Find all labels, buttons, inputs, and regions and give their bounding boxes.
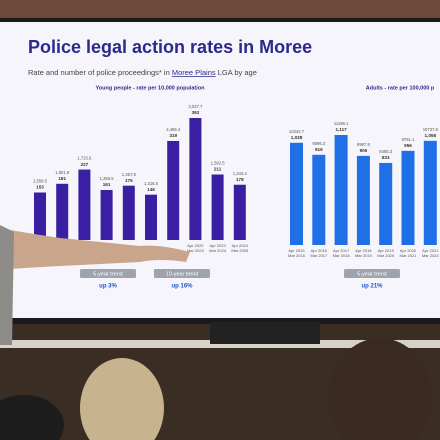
x-tick-label: Mar 2023 — [187, 248, 205, 253]
x-tick-label: Mar 2025 — [231, 248, 249, 253]
bar — [100, 190, 113, 240]
x-tick-label: Mar 2024 — [209, 248, 227, 253]
rate-label: 10737.8 — [423, 127, 439, 132]
bar — [122, 185, 135, 240]
count-label: 153 — [36, 185, 44, 190]
rate-label: 1,558.5 — [33, 179, 48, 184]
rate-label: 10242.7 — [289, 129, 305, 134]
x-tick-label: Apr 2018 — [355, 248, 372, 253]
count-label: 905 — [360, 148, 368, 153]
rate-label: 1,316.5 — [144, 181, 159, 186]
count-label: 1,058 — [425, 133, 437, 138]
x-tick-label: Apr 2019 — [378, 248, 395, 253]
subtitle: Rate and number of police proceedings* i… — [28, 68, 257, 77]
subtitle-text: LGA by age — [216, 68, 257, 77]
count-label: 178 — [236, 177, 244, 182]
bar — [401, 150, 415, 245]
charts: Young people - rate per 10,000 populatio… — [33, 85, 440, 289]
x-tick-label: Apr 2017 — [333, 248, 350, 253]
count-label: 146 — [147, 187, 155, 192]
count-label: 175 — [125, 178, 133, 183]
trend-label: 5-year trend — [357, 271, 387, 277]
bar — [356, 155, 370, 245]
count-label: 181 — [58, 176, 66, 181]
bar — [56, 183, 69, 240]
rate-label: 8485.3 — [379, 149, 392, 154]
rate-label: 11199.1 — [334, 121, 349, 126]
bar — [312, 154, 326, 245]
chart-title: Young people - rate per 10,000 populatio… — [96, 85, 206, 91]
audience-head — [0, 395, 64, 440]
count-label: 319 — [169, 133, 177, 138]
x-tick-label: Apr 2016 — [311, 248, 328, 253]
rate-label: 1,355.5 — [100, 176, 115, 181]
rate-label: 1,801.9 — [55, 170, 70, 175]
brick-wall — [0, 0, 440, 20]
count-label: 956 — [404, 143, 412, 148]
trend-pill — [80, 269, 136, 278]
subtitle-text: Rate and number of police proceedings* i… — [28, 68, 172, 77]
count-label: 1,117 — [335, 127, 347, 132]
bar — [189, 118, 202, 240]
bar — [233, 184, 246, 240]
trend-pill — [344, 269, 400, 278]
trend-label: 10-year trend — [166, 271, 199, 277]
arm — [0, 228, 190, 270]
x-tick-label: Apr 2020 — [400, 248, 417, 253]
presenter-sleeve — [0, 225, 14, 345]
bar — [78, 169, 91, 240]
bar — [379, 162, 393, 245]
x-tick-label: Mar 2018 — [333, 253, 351, 258]
rate-label: 9761.1 — [402, 137, 415, 142]
rate-label: 1,592.5 — [211, 161, 226, 166]
audience-head — [80, 358, 164, 440]
x-tick-label: Apr 2015 — [288, 248, 305, 253]
trend-value: up 16% — [171, 284, 193, 290]
x-tick-label: Apr 2024 — [232, 243, 249, 248]
x-tick-label: Apr 2023 — [209, 243, 226, 248]
trend-value: up 3% — [99, 284, 117, 290]
bar — [334, 135, 348, 245]
title: Police legal action rates in Moree — [28, 37, 312, 57]
count-label: 1,038 — [291, 135, 303, 140]
rate-label: 1,357.9 — [122, 172, 137, 177]
x-tick-label: Mar 2020 — [377, 253, 395, 258]
bar — [211, 174, 224, 240]
count-label: 227 — [81, 162, 89, 167]
trend-value: up 21% — [361, 284, 383, 290]
x-tick-label: Apr 2022 — [187, 243, 204, 248]
x-tick-label: Mar 2016 — [288, 253, 306, 258]
count-label: 393 — [192, 110, 200, 115]
rate-label: 1,343.4 — [233, 171, 248, 176]
rate-label: 8987.8 — [357, 142, 370, 147]
bar — [290, 142, 303, 245]
bar — [145, 194, 157, 240]
rate-label: 2,496.4 — [166, 127, 181, 132]
count-label: 211 — [214, 167, 222, 172]
bar — [34, 192, 46, 240]
x-tick-label: Mar 2021 — [400, 253, 418, 258]
rate-label: 3,027.7 — [188, 104, 203, 109]
tv-stand — [210, 322, 320, 344]
x-tick-label: Mar 2017 — [310, 253, 328, 258]
rate-label: 1,723.6 — [77, 156, 92, 161]
count-label: 916 — [315, 147, 323, 152]
x-tick-label: Apr 2021 — [422, 248, 439, 253]
count-label: 161 — [103, 182, 111, 187]
x-tick-label: Mar 2019 — [355, 253, 373, 258]
audience-head — [328, 338, 432, 440]
subtitle-link[interactable]: Moree Plains — [172, 68, 216, 77]
bar — [167, 140, 180, 240]
bar — [423, 140, 437, 245]
rate-label: 9096.3 — [312, 141, 325, 146]
x-tick-label: Mar 2022 — [422, 253, 440, 258]
count-label: 833 — [382, 155, 390, 160]
chart-title: Adults - rate per 100,000 p — [366, 85, 435, 91]
trend-label: 5-year trend — [93, 271, 123, 277]
trend-pill — [154, 269, 210, 278]
